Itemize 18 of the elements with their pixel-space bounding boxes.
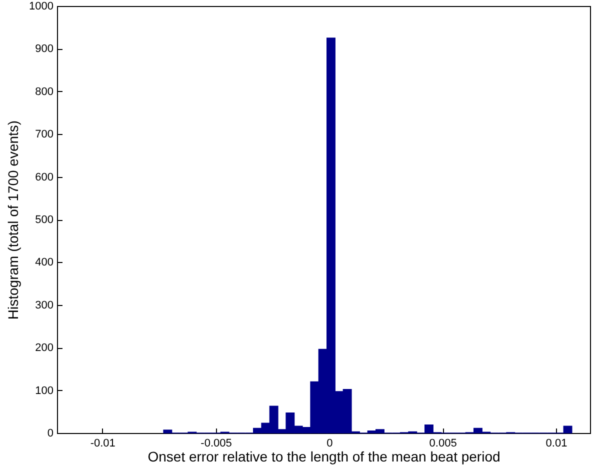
x-tick-label: 0 — [326, 438, 333, 450]
y-tick-label: 1000 — [29, 0, 54, 12]
x-axis-title: Onset error relative to the length of the mean beat period — [148, 448, 500, 464]
y-tick-label: 600 — [35, 171, 54, 184]
y-axis-title: Histogram (total of 1700 events) — [5, 120, 22, 320]
x-tick-label: 0.005 — [429, 438, 457, 450]
x-tick-label: -0.01 — [90, 438, 116, 450]
y-tick-label: 300 — [35, 299, 54, 312]
y-tick-label: 0 — [47, 428, 54, 440]
y-tick-label: 800 — [35, 86, 54, 98]
x-tick-label: 0.01 — [546, 438, 568, 450]
y-tick-label: 100 — [35, 384, 54, 397]
y-tick-label: 200 — [35, 342, 54, 354]
y-tick-label: 900 — [35, 43, 54, 56]
y-tick-label: 400 — [35, 256, 54, 269]
y-tick-label: 500 — [35, 214, 54, 226]
y-tick-label: 700 — [35, 128, 54, 141]
x-tick-label: -0.005 — [200, 438, 232, 450]
